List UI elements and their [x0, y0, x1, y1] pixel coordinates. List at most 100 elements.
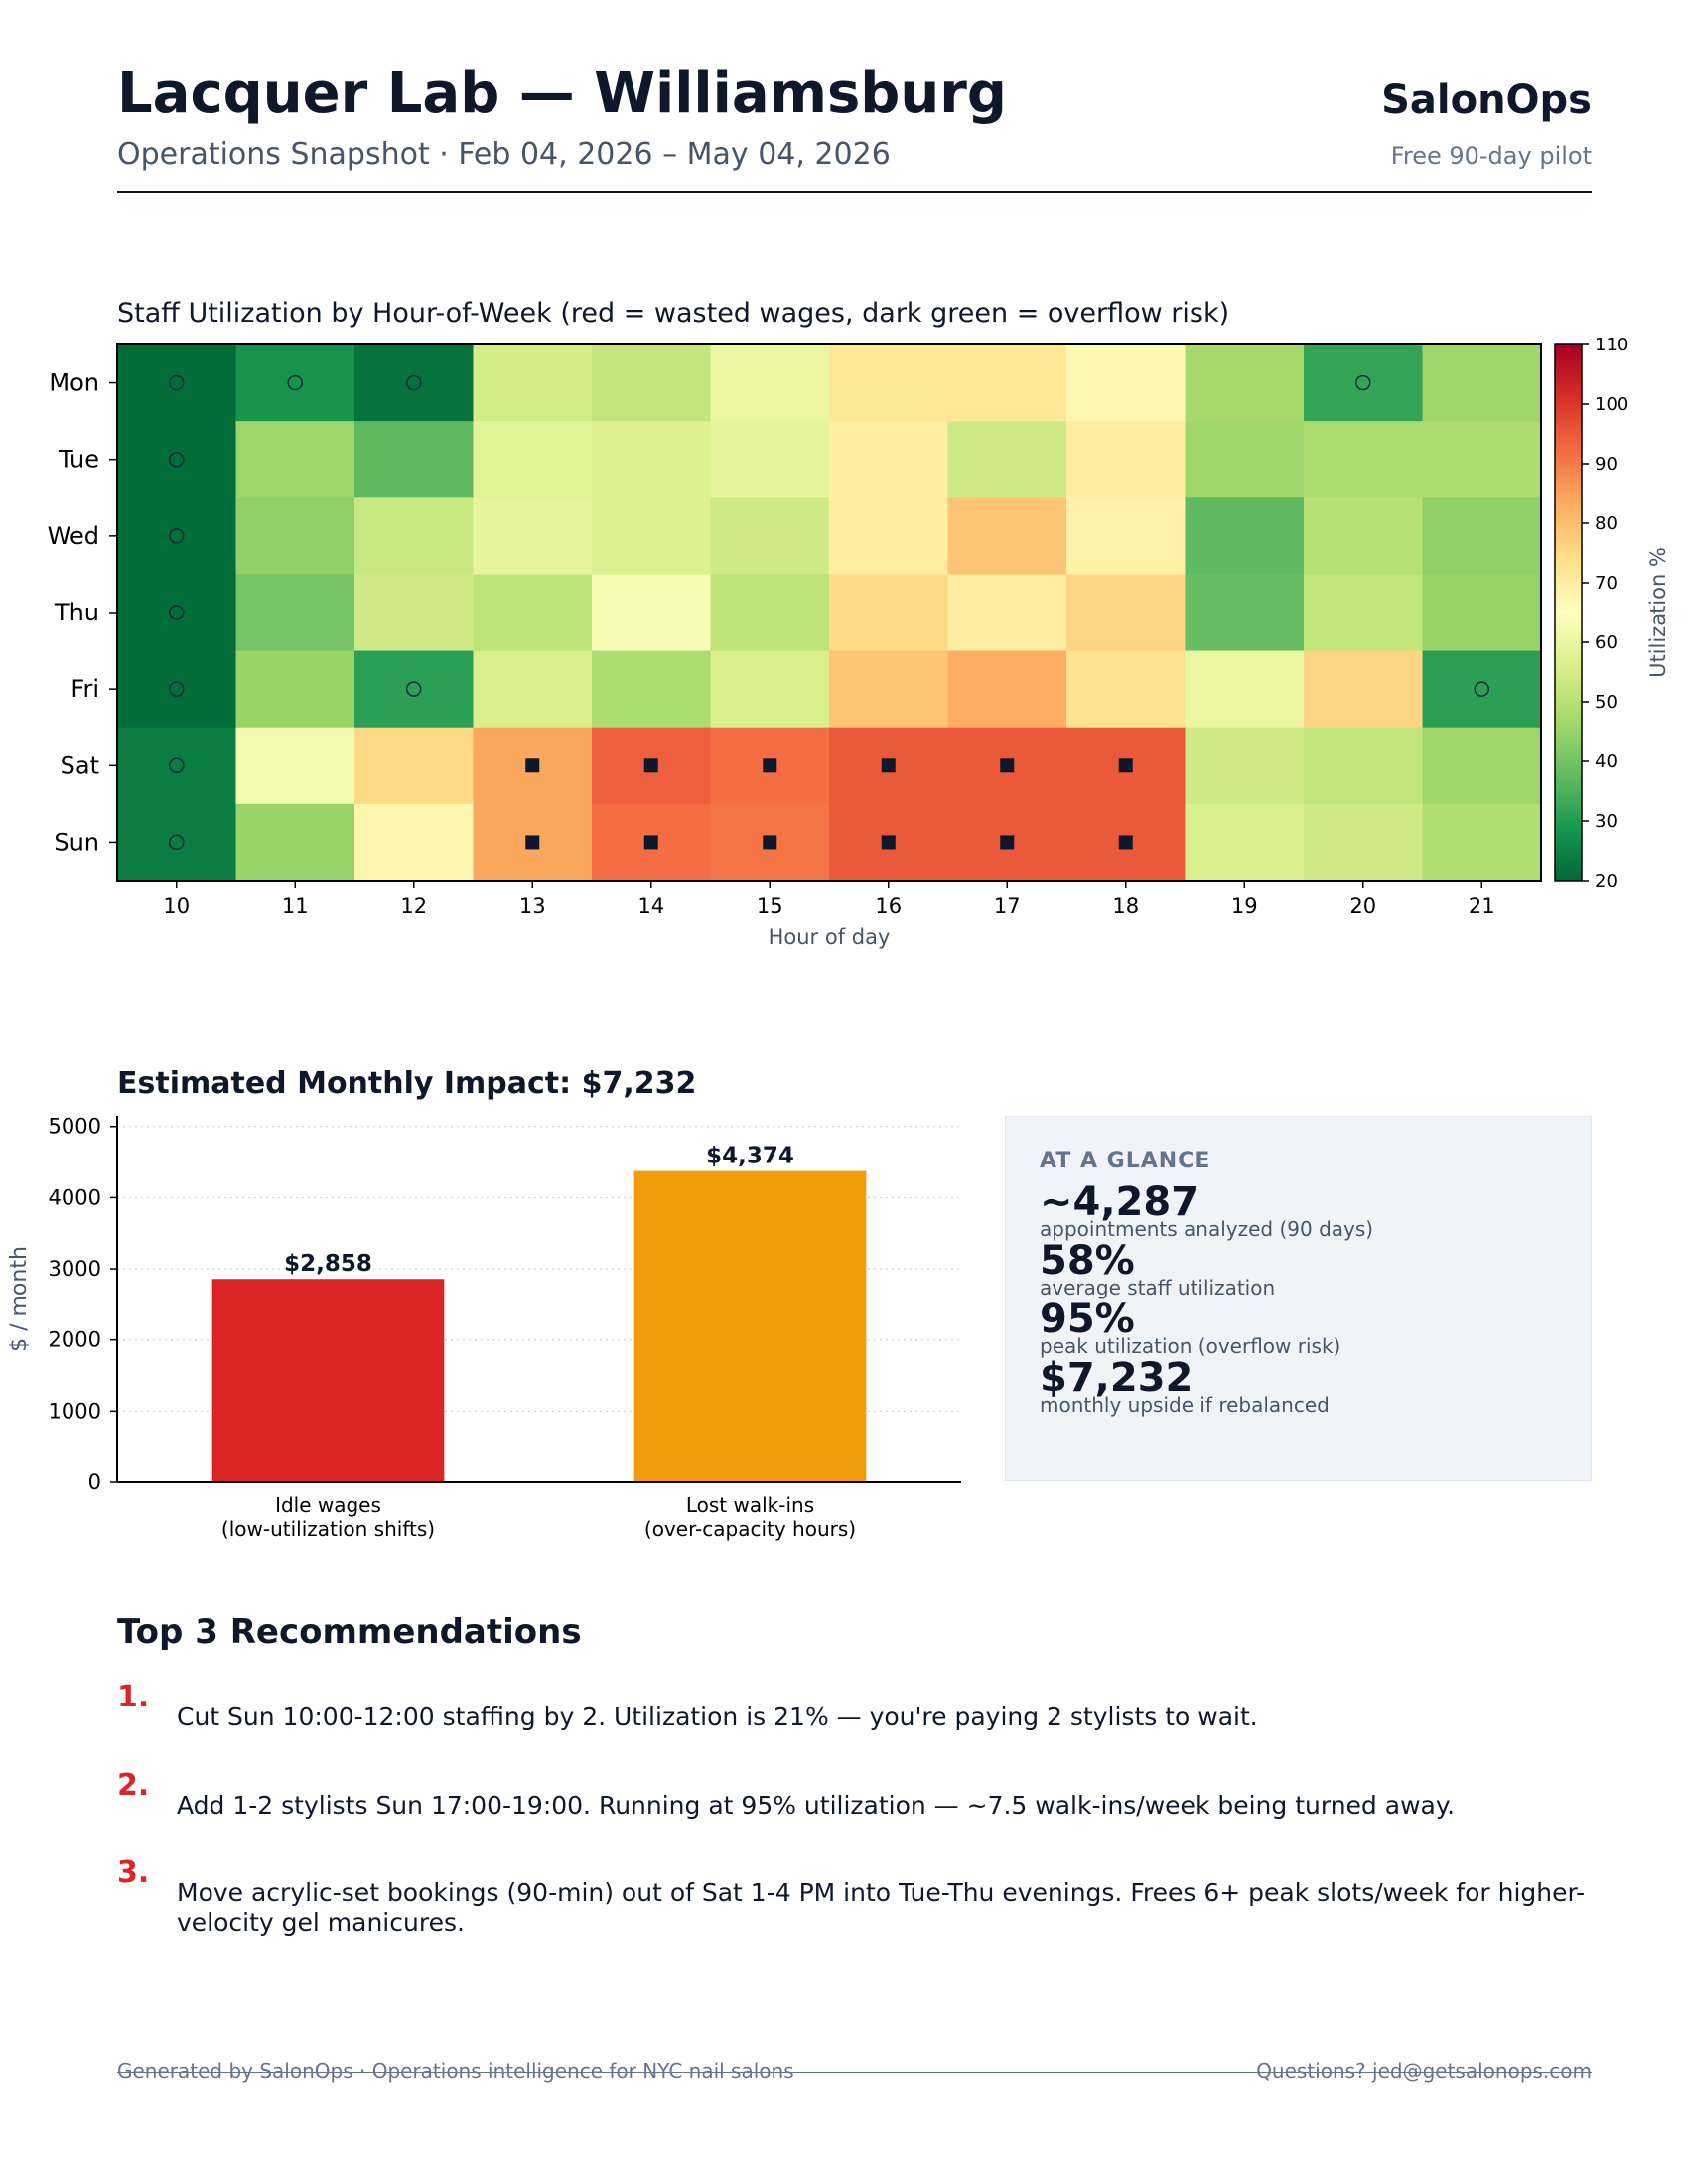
x-tick-label: (low-utilization shifts)	[221, 1517, 435, 1541]
brand-tagline: Free 90-day pilot	[1390, 142, 1592, 170]
bar-chart-title: Estimated Monthly Impact: $7,232	[117, 1066, 696, 1101]
x-tick-label: 10	[163, 894, 190, 918]
heatmap-cell	[354, 574, 475, 652]
y-tick-label: 5000	[49, 1115, 101, 1139]
heatmap-cell	[710, 497, 830, 576]
y-tick-label: 3000	[49, 1257, 101, 1281]
recommendation-number: 1.	[117, 1680, 150, 1714]
heatmap-cell	[235, 497, 355, 576]
stat-peak-utilization-label: peak utilization (overflow risk)	[1040, 1334, 1341, 1358]
heatmap-cell	[1304, 803, 1424, 882]
heatmap-cell	[1422, 574, 1542, 652]
heatmap-cell	[1422, 727, 1542, 805]
x-tick-label: 14	[637, 894, 664, 918]
stat-avg-utilization-label: average staff utilization	[1040, 1276, 1276, 1299]
heatmap-cell	[354, 727, 475, 805]
heatmap-cell	[592, 650, 712, 729]
heatmap-cell	[1185, 650, 1305, 729]
overflow-risk-marker	[881, 835, 896, 850]
x-tick-label: 16	[875, 894, 902, 918]
heatmap-cell	[1066, 344, 1187, 422]
recommendation-number: 3.	[117, 1855, 150, 1890]
heatmap-cell	[117, 497, 237, 576]
heatmap-cell	[117, 727, 237, 805]
colorbar-tick-label: 110	[1595, 335, 1628, 355]
heatmap-cell	[235, 803, 355, 882]
stat-monthly-upside-label: monthly upside if rebalanced	[1040, 1393, 1330, 1417]
heatmap-cell	[1422, 497, 1542, 576]
x-tick-label: Idle wages	[275, 1493, 381, 1517]
heatmap-cell	[947, 574, 1067, 652]
footer-credit: Generated by SalonOps · Operations intel…	[117, 2059, 794, 2083]
x-tick-label: 20	[1349, 894, 1376, 918]
heatmap-cell	[1304, 344, 1424, 422]
overflow-risk-marker	[643, 835, 658, 850]
heatmap-cell	[1304, 497, 1424, 576]
x-tick-label: 11	[282, 894, 309, 918]
heatmap-cell	[235, 421, 355, 498]
heatmap-cell	[117, 344, 237, 422]
low-utilization-marker	[287, 374, 303, 391]
low-utilization-marker	[169, 834, 185, 851]
header-divider	[117, 191, 1592, 193]
heatmap-cell	[1422, 421, 1542, 498]
heatmap-cell	[1304, 650, 1424, 729]
overflow-risk-marker	[525, 758, 540, 773]
heatmap-cell	[710, 421, 830, 498]
recommendations-title: Top 3 Recommendations	[117, 1612, 582, 1652]
heatmap-cell	[1185, 421, 1305, 498]
heatmap-cell	[354, 344, 475, 422]
overflow-risk-marker	[1000, 758, 1015, 773]
heatmap-cell	[354, 497, 475, 576]
heatmap-cell	[1185, 344, 1305, 422]
low-utilization-marker	[169, 757, 185, 774]
heatmap-cell	[947, 650, 1067, 729]
x-tick-label: Lost walk-ins	[686, 1493, 814, 1517]
heatmap-title: Staff Utilization by Hour-of-Week (red =…	[117, 298, 1229, 329]
recommendation-text: Cut Sun 10:00-12:00 staffing by 2. Utili…	[177, 1703, 1258, 1731]
heatmap-cell	[473, 421, 593, 498]
overflow-risk-marker	[643, 758, 658, 773]
heatmap-cell	[1422, 650, 1542, 729]
y-tick-label: 1000	[49, 1399, 101, 1423]
heatmap-cell	[710, 574, 830, 652]
low-utilization-marker	[406, 374, 422, 391]
y-tick-label: Sun	[54, 828, 99, 856]
heatmap-cell	[1066, 574, 1187, 652]
y-tick-label: 0	[88, 1470, 101, 1494]
heatmap-cell	[947, 497, 1067, 576]
heatmap-cell	[117, 574, 237, 652]
heatmap-cell	[473, 650, 593, 729]
heatmap-cell	[1185, 497, 1305, 576]
monthly-impact-bar-chart: Estimated Monthly Impact: $7,232 0 1000 200…	[7, 1066, 961, 1541]
footer-divider	[117, 2072, 1592, 2073]
recommendation-text: Move acrylic-set bookings (90-min) out o…	[177, 1878, 1586, 1937]
colorbar-tick-label: 70	[1595, 573, 1618, 594]
heatmap-cell	[1066, 650, 1187, 729]
colorbar-tick-label: 60	[1595, 632, 1618, 653]
x-tick-label: (over-capacity hours)	[644, 1517, 856, 1541]
at-a-glance-panel: AT A GLANCE ~4,287 appointments analyzed…	[1005, 1116, 1592, 1481]
colorbar	[1554, 343, 1583, 882]
colorbar-tick-label: 50	[1595, 692, 1618, 713]
glance-title: AT A GLANCE	[1040, 1149, 1211, 1173]
colorbar-tick-label: 30	[1595, 811, 1618, 832]
heatmap-cell	[1304, 574, 1424, 652]
heatmap-cell	[592, 497, 712, 576]
low-utilization-marker	[1474, 681, 1489, 697]
x-tick-label: 13	[519, 894, 546, 918]
colorbar-label: Utilization %	[1646, 547, 1670, 678]
low-utilization-marker	[169, 605, 185, 620]
heatmap-cell	[1185, 574, 1305, 652]
stat-appointments-label: appointments analyzed (90 days)	[1040, 1217, 1374, 1241]
stat-monthly-upside-value: $7,232	[1040, 1355, 1194, 1401]
bar	[633, 1170, 867, 1482]
heatmap-cell	[1422, 344, 1542, 422]
heatmap-cell	[592, 574, 712, 652]
x-axis-label: Hour of day	[769, 925, 891, 949]
x-tick-label: 17	[994, 894, 1021, 918]
y-tick-label: Wed	[48, 522, 99, 550]
overflow-risk-marker	[1118, 758, 1133, 773]
report-subtitle: Operations Snapshot · Feb 04, 2026 – May…	[117, 137, 891, 172]
heatmap-cell	[473, 574, 593, 652]
